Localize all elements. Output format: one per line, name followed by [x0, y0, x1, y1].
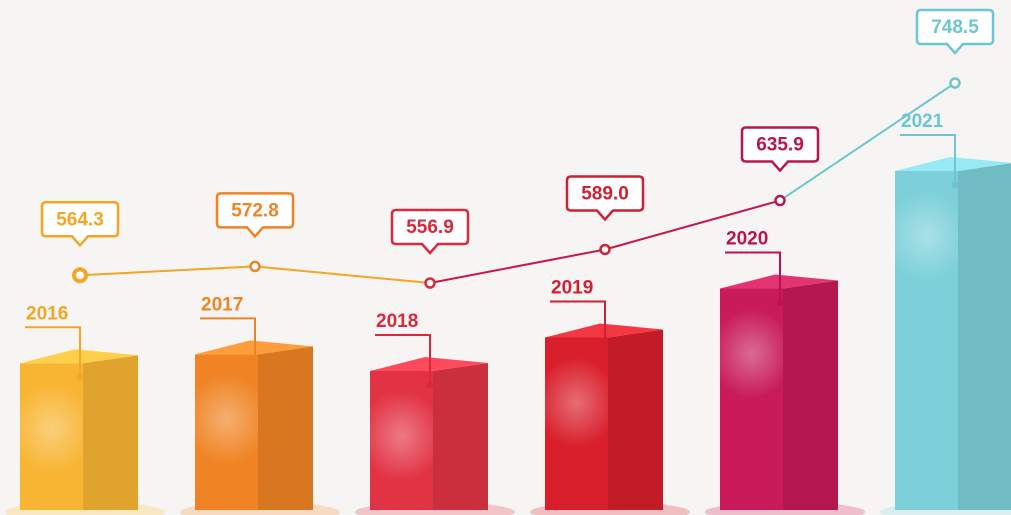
- callout-box: [565, 175, 645, 222]
- line-segment: [779, 82, 956, 202]
- leader-dot: [601, 347, 609, 355]
- leader-line: [25, 326, 81, 378]
- leader-line: [550, 300, 606, 352]
- line-point: [249, 260, 261, 273]
- leader-line: [725, 251, 781, 303]
- bar-side: [783, 280, 838, 510]
- year-label: 2021: [901, 111, 944, 132]
- line-segment: [79, 265, 256, 277]
- leader-line: [375, 334, 431, 385]
- line-point: [424, 277, 436, 289]
- callout-box: [40, 201, 120, 248]
- leader-dot: [76, 373, 84, 381]
- year-label: 2018: [376, 311, 418, 332]
- line-point: [72, 267, 88, 284]
- leader-dot: [251, 364, 259, 372]
- value-label: 635.9: [756, 135, 804, 156]
- value-label: 572.8: [231, 200, 279, 221]
- year-label: 2019: [551, 277, 593, 298]
- value-label: 556.9: [406, 217, 454, 238]
- callout-box: [915, 8, 995, 55]
- line-segment: [429, 248, 606, 284]
- value-label: 589.0: [581, 184, 629, 205]
- bar-glow: [10, 383, 93, 474]
- leader-line: [200, 317, 256, 369]
- bar-side: [83, 355, 138, 510]
- callout-box: [390, 208, 470, 255]
- bar-side: [258, 346, 313, 510]
- bar-glow: [885, 191, 968, 281]
- callout-box: [740, 126, 820, 173]
- line-point: [949, 77, 961, 89]
- bar-side: [958, 163, 1011, 510]
- leader-dot: [426, 381, 434, 389]
- year-label: 2017: [201, 294, 243, 315]
- line-segment: [254, 265, 431, 284]
- bar-glow: [535, 357, 618, 448]
- line-point: [774, 194, 786, 207]
- bar-glow: [360, 391, 443, 481]
- year-label: 2016: [26, 303, 68, 324]
- year-label: 2020: [726, 229, 768, 250]
- leader-line: [900, 134, 956, 185]
- callout-box: [215, 192, 295, 239]
- bar-glow: [710, 308, 793, 399]
- line-segment: [604, 199, 781, 251]
- bar-side: [433, 363, 488, 510]
- leader-dot: [951, 181, 959, 189]
- value-label: 564.3: [56, 209, 104, 230]
- bar-glow: [185, 374, 268, 465]
- bar-side: [608, 329, 663, 510]
- bar-top: [895, 157, 1011, 171]
- line-point: [599, 243, 611, 256]
- leader-dot: [776, 299, 784, 307]
- value-label: 748.5: [931, 17, 979, 38]
